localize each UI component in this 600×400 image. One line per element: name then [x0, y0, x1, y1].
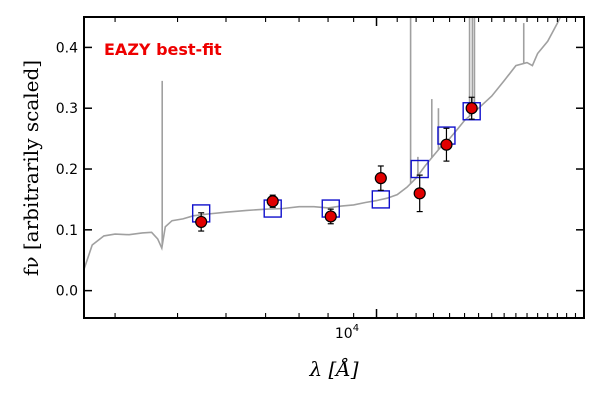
plot-frame: [83, 16, 585, 319]
model-photometry-square: [371, 190, 391, 209]
chart-annotation: EAZY best-fit: [104, 40, 222, 59]
y-tick-label: 0.3: [56, 101, 78, 117]
y-tick-label: 0.2: [56, 162, 78, 178]
observed-point: [413, 187, 426, 200]
y-tick-label: 0.4: [56, 40, 78, 56]
x-tick-label-base: 10: [335, 326, 353, 342]
y-axis-title: fν [arbitrarily scaled]: [19, 60, 43, 276]
observed-point: [195, 215, 208, 229]
observed-point: [465, 102, 478, 115]
x-tick-label-exponent: 4: [353, 323, 359, 334]
plot-background: [84, 17, 584, 318]
observed-point: [324, 210, 337, 223]
axes-layer: 0.0 0.1 0.2 0.3 0.4: [56, 17, 585, 318]
observed-point: [374, 172, 387, 185]
x-tick-label-1e4: 104: [335, 323, 359, 342]
y-tick-label: 0.1: [56, 223, 78, 239]
y-tick-label: 0.0: [56, 284, 78, 300]
observed-point: [440, 138, 453, 151]
observed-point: [266, 195, 279, 208]
marker-layer: [191, 96, 481, 232]
sed-model-line: [84, 17, 562, 270]
x-axis-title: λ [Å]: [308, 356, 358, 381]
